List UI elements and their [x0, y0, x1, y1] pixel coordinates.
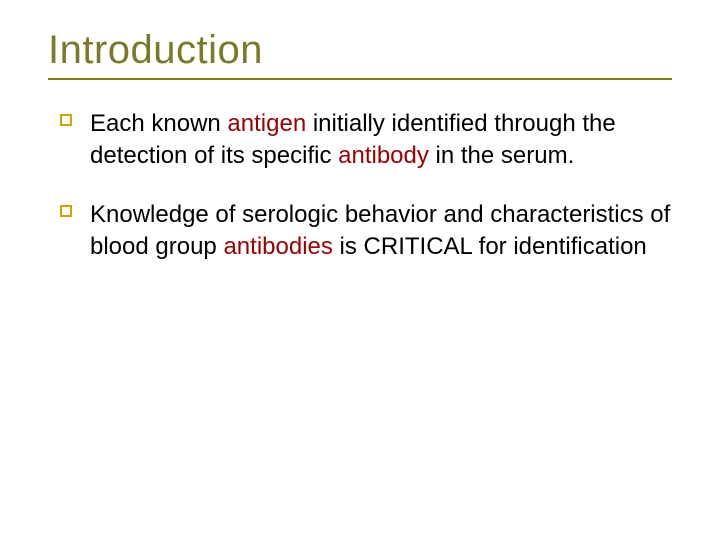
square-bullet-icon [60, 205, 72, 217]
square-bullet-icon [60, 114, 72, 126]
bullet-text: in the serum. [429, 142, 574, 169]
bullet-text: Each known [90, 110, 227, 137]
highlighted-term: antigen [227, 110, 306, 137]
bullet-list: Each known antigen initially identified … [48, 108, 672, 264]
slide-title: Introduction [48, 28, 672, 72]
title-underline [48, 78, 672, 80]
bullet-item: Knowledge of serologic behavior and char… [60, 199, 672, 264]
bullet-text: is CRITICAL for identification [333, 233, 647, 260]
bullet-item: Each known antigen initially identified … [60, 108, 672, 173]
highlighted-term: antibody [338, 142, 429, 169]
slide: Introduction Each known antigen initiall… [0, 0, 720, 540]
highlighted-term: antibodies [223, 233, 332, 260]
